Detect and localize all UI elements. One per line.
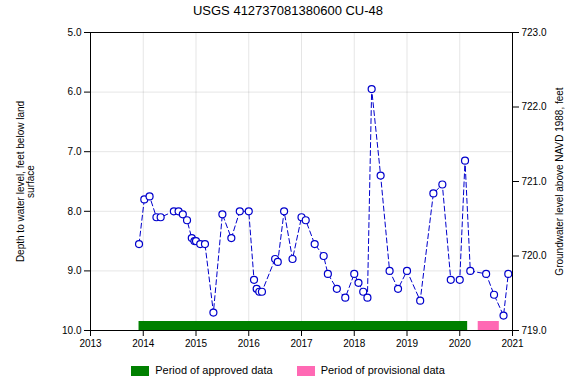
html-text:Period of approved data: Period of approved data <box>155 364 273 376</box>
svg-text:9.0: 9.0 <box>68 265 82 276</box>
svg-text:2021: 2021 <box>501 338 524 349</box>
svg-text:2017: 2017 <box>290 338 313 349</box>
svg-text:720.0: 720.0 <box>522 250 547 261</box>
svg-text:2014: 2014 <box>132 338 155 349</box>
svg-text:2016: 2016 <box>238 338 261 349</box>
svg-text:Groundwater level above NAVD 1: Groundwater level above NAVD 1988, feet <box>554 87 565 275</box>
svg-text:7.0: 7.0 <box>68 146 82 157</box>
svg-text:2020: 2020 <box>449 338 472 349</box>
svg-text:721.0: 721.0 <box>522 176 547 187</box>
svg-text:5.0: 5.0 <box>68 27 82 38</box>
svg-text:719.0: 719.0 <box>522 325 547 336</box>
html-text:USGS 412737081380600 CU-48: USGS 412737081380600 CU-48 <box>193 3 383 18</box>
html-text:Period of provisional data: Period of provisional data <box>320 364 445 376</box>
svg-text:2019: 2019 <box>396 338 419 349</box>
svg-text:8.0: 8.0 <box>68 206 82 217</box>
svg-text:6.0: 6.0 <box>68 86 82 97</box>
svg-text:722.0: 722.0 <box>522 101 547 112</box>
svg-text:Depth to water level, feet bel: Depth to water level, feet below landsur… <box>15 101 36 262</box>
svg-text:10.0: 10.0 <box>62 325 82 336</box>
svg-text:2018: 2018 <box>343 338 366 349</box>
svg-text:2013: 2013 <box>79 338 102 349</box>
svg-text:2015: 2015 <box>185 338 208 349</box>
svg-text:723.0: 723.0 <box>522 27 547 38</box>
